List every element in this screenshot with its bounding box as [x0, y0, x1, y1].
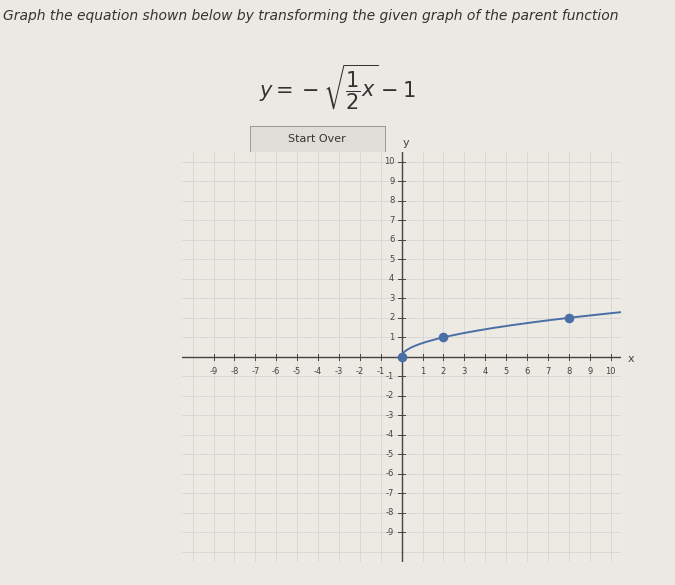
Text: -2: -2 [356, 367, 364, 376]
Text: -8: -8 [386, 508, 394, 517]
Text: -1: -1 [377, 367, 385, 376]
Text: 5: 5 [389, 255, 394, 264]
Text: Start Over: Start Over [288, 134, 346, 144]
Point [438, 333, 449, 342]
Text: -4: -4 [386, 431, 394, 439]
Text: -8: -8 [230, 367, 239, 376]
Text: 1: 1 [389, 333, 394, 342]
Text: 4: 4 [483, 367, 488, 376]
Text: -7: -7 [386, 489, 394, 498]
Text: -3: -3 [386, 411, 394, 420]
Text: 2: 2 [441, 367, 446, 376]
Text: 10: 10 [605, 367, 616, 376]
Text: 7: 7 [389, 216, 394, 225]
Text: -3: -3 [335, 367, 343, 376]
Text: 9: 9 [389, 177, 394, 186]
Text: 4: 4 [389, 274, 394, 283]
Text: 8: 8 [389, 197, 394, 205]
Text: -7: -7 [251, 367, 260, 376]
Text: -6: -6 [272, 367, 280, 376]
Text: 3: 3 [389, 294, 394, 303]
Text: $y = -\sqrt{\dfrac{1}{2}x} - 1$: $y = -\sqrt{\dfrac{1}{2}x} - 1$ [259, 63, 416, 112]
Text: 3: 3 [462, 367, 467, 376]
Text: -9: -9 [209, 367, 218, 376]
Text: -4: -4 [314, 367, 322, 376]
Text: Graph the equation shown below by transforming the given graph of the parent fun: Graph the equation shown below by transf… [3, 9, 619, 23]
Text: 10: 10 [384, 157, 394, 166]
Text: -1: -1 [386, 372, 394, 381]
Text: y: y [402, 138, 409, 148]
Text: 7: 7 [545, 367, 551, 376]
Text: 6: 6 [389, 235, 394, 245]
Text: 9: 9 [587, 367, 592, 376]
Point [564, 313, 574, 322]
Text: 5: 5 [504, 367, 509, 376]
Text: 8: 8 [566, 367, 572, 376]
Text: x: x [627, 354, 634, 364]
Text: 1: 1 [420, 367, 425, 376]
Point [396, 352, 407, 362]
Text: -6: -6 [386, 469, 394, 479]
Text: -9: -9 [386, 528, 394, 537]
Text: 6: 6 [524, 367, 530, 376]
Text: -2: -2 [386, 391, 394, 400]
Text: 2: 2 [389, 314, 394, 322]
Text: -5: -5 [293, 367, 301, 376]
Text: -5: -5 [386, 450, 394, 459]
